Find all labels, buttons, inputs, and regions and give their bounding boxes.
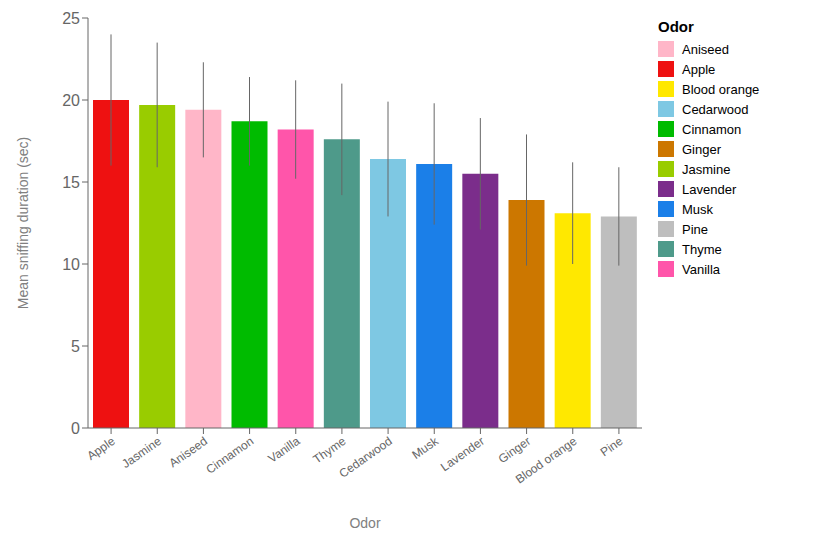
- html-text:Pine: Pine: [682, 221, 708, 237]
- svg-text:Apple: Apple: [85, 434, 118, 463]
- html-text:Lavender: Lavender: [682, 181, 737, 197]
- html-text:Cedarwood: Cedarwood: [682, 101, 749, 117]
- svg-text:Cinnamon: Cinnamon: [203, 434, 256, 477]
- svg-text:Ginger: Ginger: [496, 434, 534, 466]
- svg-text:25: 25: [62, 10, 80, 27]
- svg-text:Lavender: Lavender: [438, 434, 487, 474]
- svg-text:Aniseed: Aniseed: [166, 434, 210, 471]
- html-text:Jasmine: Jasmine: [682, 161, 731, 177]
- html-text:Cinnamon: Cinnamon: [682, 121, 742, 137]
- html-text:Aniseed: Aniseed: [682, 41, 729, 57]
- svg-text:0: 0: [71, 420, 80, 437]
- svg-text:Thyme: Thyme: [310, 434, 348, 467]
- svg-text:Vanilla: Vanilla: [266, 434, 303, 466]
- svg-text:Odor: Odor: [349, 515, 380, 531]
- svg-text:Cedarwood: Cedarwood: [336, 434, 394, 481]
- html-text:Musk: Musk: [682, 201, 714, 217]
- html-text:Thyme: Thyme: [682, 241, 722, 257]
- html-text:Apple: Apple: [682, 61, 716, 77]
- svg-text:10: 10: [62, 256, 80, 273]
- svg-text:Pine: Pine: [598, 434, 626, 459]
- svg-text:20: 20: [62, 92, 80, 109]
- svg-text:Blood orange: Blood orange: [513, 434, 580, 487]
- html-text:Blood orange: Blood orange: [682, 81, 760, 97]
- html-text:Odor: Odor: [658, 18, 694, 35]
- svg-text:Mean sniffing duration (sec): Mean sniffing duration (sec): [15, 137, 31, 310]
- svg-text:5: 5: [71, 338, 80, 355]
- svg-text:Jasmine: Jasmine: [119, 434, 164, 471]
- svg-text:Musk: Musk: [409, 433, 441, 461]
- html-text:Vanilla: Vanilla: [682, 261, 721, 277]
- html-text:Ginger: Ginger: [682, 141, 721, 157]
- svg-text:15: 15: [62, 174, 80, 191]
